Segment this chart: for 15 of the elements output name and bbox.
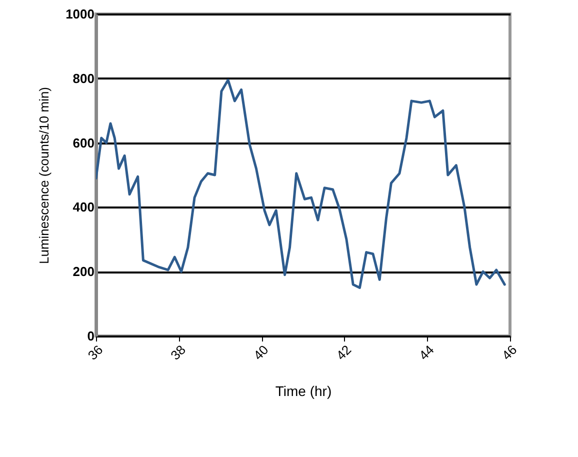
x-tick-label: 36: [84, 342, 106, 363]
y-tick-label: 800: [72, 70, 94, 86]
y-tick-label: 200: [72, 264, 94, 280]
y-tick-label: 1000: [66, 6, 94, 22]
x-tick-label: 38: [168, 342, 188, 363]
x-tick-label: 46: [498, 342, 520, 363]
x-axis-title: Time (hr): [275, 382, 332, 399]
y-axis-title: Luminescence (counts/10 min): [36, 86, 52, 264]
y-tick-label: 600: [72, 135, 94, 150]
line-series: [96, 78, 506, 289]
x-tick-label: 42: [333, 342, 354, 363]
y-tick-label: 400: [72, 200, 94, 215]
x-tick-label: 40: [250, 342, 272, 363]
x-tick-label: 44: [416, 342, 437, 363]
y-tick-label: 0: [87, 328, 94, 344]
